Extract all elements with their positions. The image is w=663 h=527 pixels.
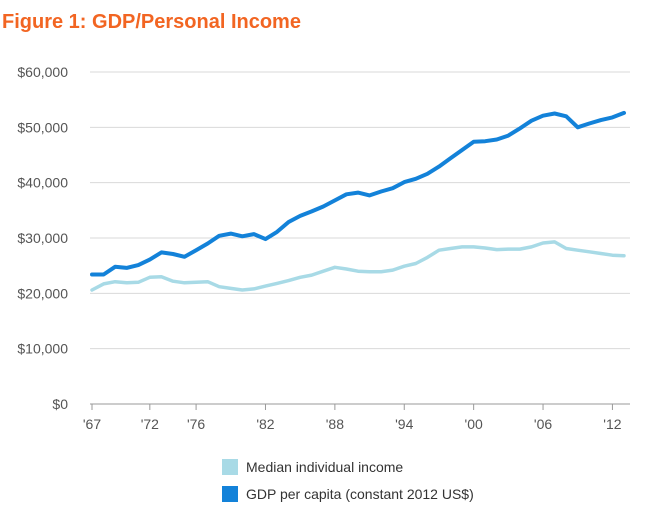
x-tick-label: '12 bbox=[603, 416, 621, 432]
legend-swatch bbox=[222, 459, 238, 475]
gridlines bbox=[90, 71, 630, 405]
x-tick-label: '00 bbox=[465, 416, 483, 432]
y-tick-label: $10,000 bbox=[17, 341, 68, 357]
y-tick-label: $40,000 bbox=[17, 175, 68, 191]
y-tick-label: $60,000 bbox=[17, 64, 68, 80]
legend-swatch bbox=[222, 486, 238, 502]
x-tick-label: '76 bbox=[187, 416, 205, 432]
series-lines bbox=[90, 110, 626, 292]
x-tick-label: '82 bbox=[256, 416, 274, 432]
x-tick-label: '67 bbox=[83, 416, 101, 432]
figure-title: Figure 1: GDP/Personal Income bbox=[2, 11, 301, 33]
legend: Median individual income GDP per capita (… bbox=[222, 459, 474, 502]
legend-label: Median individual income bbox=[246, 459, 403, 475]
x-tick-label: '72 bbox=[141, 416, 159, 432]
x-tick-label: '06 bbox=[534, 416, 552, 432]
x-tick-label: '88 bbox=[326, 416, 344, 432]
x-axis: '67 '72 '76 '82 '88 '94 '00 '06 '12 bbox=[83, 404, 622, 432]
legend-label: GDP per capita (constant 2012 US$) bbox=[246, 486, 474, 502]
y-tick-label: $30,000 bbox=[17, 230, 68, 246]
y-axis: $0 $10,000 $20,000 $30,000 $40,000 $50,000 $60… bbox=[17, 64, 68, 412]
y-tick-label: $20,000 bbox=[17, 285, 68, 301]
series-line-gdp-per-capita bbox=[90, 110, 626, 277]
y-tick-label: $0 bbox=[52, 396, 68, 412]
y-tick-label: $50,000 bbox=[17, 119, 68, 135]
series-line-median-income bbox=[90, 240, 626, 292]
x-tick-label: '94 bbox=[395, 416, 413, 432]
